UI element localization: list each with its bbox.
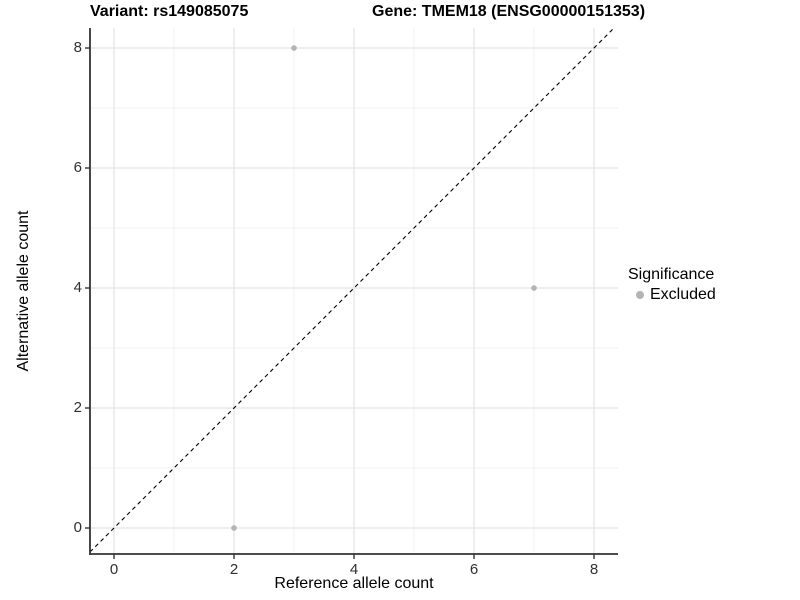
y-axis-title: Alternative allele count <box>15 210 32 372</box>
legend-entry-label: Excluded <box>650 286 716 303</box>
x-tick-label: 4 <box>349 561 359 578</box>
gridlines-major <box>90 28 618 554</box>
scatter-point <box>531 285 537 291</box>
scatter-point <box>291 45 297 51</box>
scatter-point <box>231 525 237 531</box>
plot-title-variant: Variant: rs149085075 <box>90 3 249 20</box>
legend-title: Significance <box>628 266 715 283</box>
x-tick-label: 0 <box>109 561 119 578</box>
y-tick-label: 2 <box>73 399 82 416</box>
x-axis-title: Reference allele count <box>274 575 434 592</box>
legend-entry-excluded: Excluded <box>628 286 716 304</box>
identity-line-segment <box>89 27 615 553</box>
tick-marks <box>85 47 595 559</box>
legend: Significance Excluded <box>628 266 716 304</box>
plot-title-gene: Gene: TMEM18 (ENSG00000151353) <box>372 3 646 20</box>
data-points <box>231 45 537 531</box>
y-tick-label: 0 <box>73 519 82 536</box>
y-tick-label: 6 <box>73 159 82 176</box>
x-tick-label: 8 <box>589 561 599 578</box>
y-tick-label: 8 <box>73 39 82 56</box>
legend-point-icon <box>636 291 644 299</box>
y-tick-label: 4 <box>73 279 82 296</box>
identity-line <box>89 27 615 553</box>
x-tick-label: 2 <box>229 561 239 578</box>
x-tick-label: 6 <box>469 561 479 578</box>
